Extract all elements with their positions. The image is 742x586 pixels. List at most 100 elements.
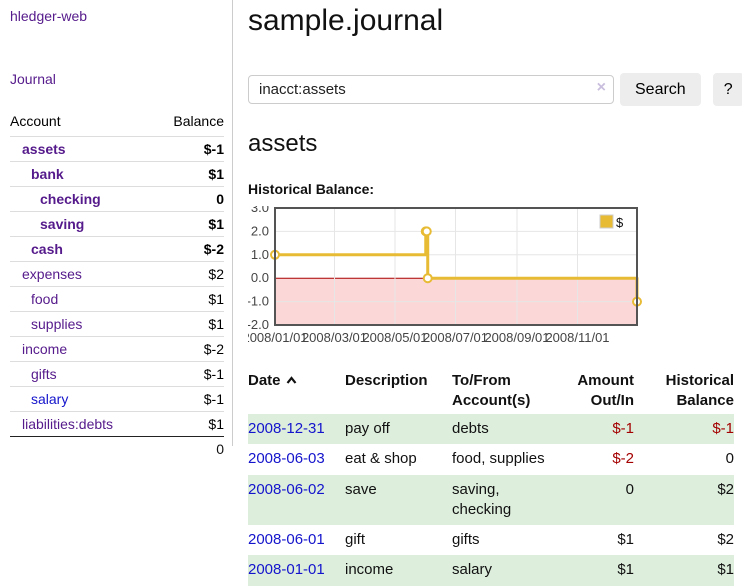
svg-text:2008/09/01: 2008/09/01: [484, 330, 549, 345]
main-content: sample.journal × Search ? assets Histori…: [233, 0, 742, 586]
transaction-accounts: salary: [452, 561, 493, 579]
brand-link[interactable]: hledger-web: [10, 8, 88, 24]
svg-text:-2.0: -2.0: [248, 317, 269, 332]
account-row: food $1: [10, 286, 224, 311]
transaction-accounts: saving, checking: [452, 480, 512, 518]
account-balance: 0: [216, 191, 224, 207]
account-row: liabilities:debts $1: [10, 411, 224, 436]
account-link-expenses[interactable]: expenses: [22, 266, 82, 282]
svg-text:2008/03/01: 2008/03/01: [302, 330, 367, 345]
account-row: assets $-1: [10, 136, 224, 161]
transaction-date-link[interactable]: 2008-01-01: [248, 561, 325, 579]
account-link-salary[interactable]: salary: [31, 391, 69, 407]
transaction-description: gift: [345, 531, 366, 548]
account-row: income $-2: [10, 336, 224, 361]
chart-title: Historical Balance:: [248, 181, 375, 197]
svg-text:1.0: 1.0: [251, 247, 269, 262]
transaction-date-link[interactable]: 2008-06-01: [248, 531, 325, 548]
account-balance: $-1: [203, 366, 224, 382]
register-col-accounts: To/From Account(s): [452, 372, 531, 409]
account-row: supplies $1: [10, 311, 224, 336]
transaction-description: pay off: [345, 420, 390, 437]
brand: hledger-web: [10, 8, 224, 24]
balance-chart-svg: $3.0 2.0 1.0 0.0 -1.0 -2.02008/01/012008/03/0…: [242, 200, 642, 345]
svg-text:-1.0: -1.0: [248, 294, 269, 309]
register-col-date[interactable]: Date: [248, 367, 345, 414]
transaction-date-link[interactable]: 2008-12-31: [248, 420, 325, 437]
account-link-liabilities-debts[interactable]: liabilities:debts: [22, 416, 114, 432]
svg-text:2.0: 2.0: [251, 223, 269, 238]
register-col-balance: Historical Balance: [665, 372, 734, 409]
register-row: 2008-01-01 income salary $1 $1: [248, 555, 734, 586]
transaction-balance: $-1: [712, 420, 734, 437]
balance-col-header: Balance: [173, 113, 224, 129]
account-row: saving $1: [10, 211, 224, 236]
transaction-balance: $1: [717, 561, 734, 579]
account-link-cash[interactable]: cash: [31, 241, 63, 257]
account-row: checking 0: [10, 186, 224, 211]
account-balance: $1: [208, 416, 224, 432]
account-link-saving[interactable]: saving: [40, 216, 85, 232]
help-button[interactable]: ?: [712, 73, 742, 106]
transaction-date-link[interactable]: 2008-06-02: [248, 480, 325, 498]
account-balance: $1: [208, 316, 224, 332]
svg-text:2008/05/01: 2008/05/01: [362, 330, 427, 345]
account-balance: $1: [208, 291, 224, 307]
account-link-assets[interactable]: assets: [22, 141, 66, 157]
account-heading: assets: [248, 130, 318, 157]
svg-text:3.0: 3.0: [251, 206, 269, 215]
transaction-amount: $-1: [612, 420, 634, 437]
account-link-supplies[interactable]: supplies: [31, 316, 83, 332]
account-link-checking[interactable]: checking: [40, 191, 101, 207]
account-link-gifts[interactable]: gifts: [31, 366, 57, 382]
register-row: 2008-12-31 pay off debts $-1 $-1: [248, 414, 734, 445]
account-balance: $-1: [203, 141, 224, 157]
page-title: sample.journal: [248, 4, 444, 37]
transaction-description: income: [345, 561, 394, 579]
sidebar: hledger-web Journal Account Balance asse…: [0, 0, 233, 457]
account-row: gifts $-1: [10, 361, 224, 386]
svg-text:2008/07/01: 2008/07/01: [423, 330, 488, 345]
clear-search-icon[interactable]: ×: [596, 79, 606, 96]
register-col-description: Description: [345, 372, 428, 389]
search-button[interactable]: Search: [620, 73, 701, 106]
accounts-col-header: Account: [10, 113, 61, 129]
transaction-accounts: debts: [452, 420, 489, 437]
search-form: × Search ?: [248, 73, 742, 106]
transaction-balance: 0: [725, 450, 734, 468]
transaction-date-link[interactable]: 2008-06-03: [248, 450, 325, 468]
balance-chart: $3.0 2.0 1.0 0.0 -1.0 -2.0 2008/01/01 2008/03/0…: [242, 200, 742, 353]
account-link-food[interactable]: food: [31, 291, 59, 307]
search-input[interactable]: [248, 75, 614, 104]
transaction-amount: 0: [625, 480, 634, 498]
account-link-income[interactable]: income: [22, 341, 68, 357]
account-balance: $1: [208, 166, 224, 182]
svg-text:2008/01/01: 2008/01/01: [248, 330, 308, 345]
accounts-table: Account Balance assets $-1 bank $1 checkin…: [10, 108, 224, 461]
account-balance: $-2: [203, 341, 224, 357]
account-balance: $2: [208, 266, 224, 282]
transaction-accounts: food, supplies: [452, 450, 545, 468]
svg-text:2008/11/01: 2008/11/01: [545, 330, 609, 345]
account-balance: $-2: [203, 241, 224, 257]
transaction-description: save: [345, 480, 377, 498]
account-row: bank $1: [10, 161, 224, 186]
register-col-amount: Amount Out/In: [577, 372, 634, 409]
account-balance: $1: [208, 216, 224, 232]
svg-text:0.0: 0.0: [251, 270, 269, 285]
transaction-amount: $1: [617, 561, 634, 579]
transaction-balance: $2: [717, 531, 734, 548]
transaction-description: eat & shop: [345, 450, 417, 468]
register-row: 2008-06-01 gift gifts $1 $2: [248, 525, 734, 555]
register-row: 2008-06-02 save saving, checking 0 $2: [248, 474, 734, 525]
transaction-accounts: gifts: [452, 531, 480, 548]
register-row: 2008-06-03 eat & shop food, supplies $-2…: [248, 444, 734, 474]
account-row: expenses $2: [10, 261, 224, 286]
account-row: cash $-2: [10, 236, 224, 261]
account-row: salary $-1: [10, 386, 224, 411]
account-balance: $-1: [203, 391, 224, 407]
accounts-total: 0: [216, 441, 224, 457]
account-link-bank[interactable]: bank: [31, 166, 64, 182]
sidebar-item-journal[interactable]: Journal: [10, 71, 56, 87]
